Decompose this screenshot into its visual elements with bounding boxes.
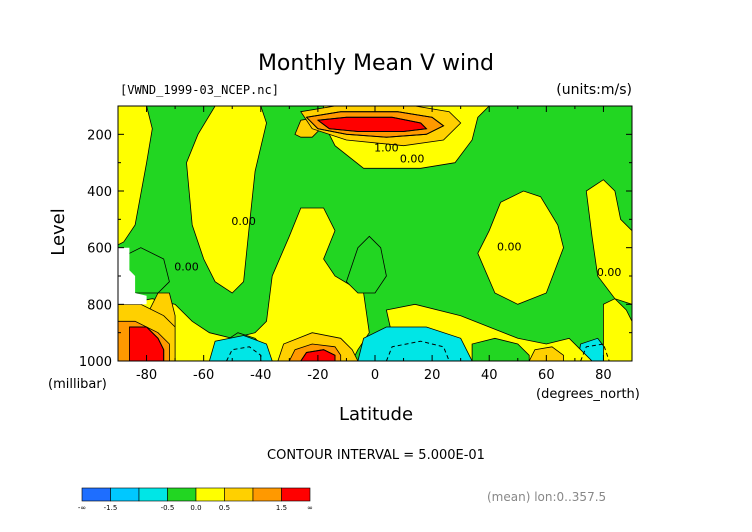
x-tick-label: -60 xyxy=(193,368,214,383)
colorbar-tick-label: 0.0 xyxy=(190,504,201,512)
contour-label: 0.00 xyxy=(497,241,522,254)
contour-region xyxy=(477,190,564,305)
y-tick-label: 1000 xyxy=(79,355,112,370)
y-tick-label: 600 xyxy=(87,242,112,257)
x-tick-label: -20 xyxy=(307,368,328,383)
colorbar-swatch xyxy=(110,487,140,502)
x-tick-label: 20 xyxy=(424,368,441,383)
colorbar-tick-label: -1.5 xyxy=(104,504,118,512)
contour-line-dashed xyxy=(580,343,610,361)
colorbar-tick-label: -∞ xyxy=(78,504,86,512)
y-tick-label: 200 xyxy=(87,128,112,143)
y-tick-label: 400 xyxy=(87,185,112,200)
contour-line xyxy=(317,116,428,132)
contour-label: 0.00 xyxy=(174,260,199,273)
x-axis-label: Latitude xyxy=(339,404,413,425)
contour-label: 0.00 xyxy=(597,266,622,279)
colorbar-swatch xyxy=(252,487,282,502)
y-axis-label: Level xyxy=(48,208,69,256)
missing-data-region xyxy=(118,247,147,305)
contour-region xyxy=(345,235,387,294)
x-tick-label: -40 xyxy=(250,368,271,383)
contour-plot-area: 1.000.000.000.000.000.00-80 -60 -40 -20 0 20 4… xyxy=(79,105,633,383)
colorbar-swatch xyxy=(281,487,311,502)
contour-label: 0.00 xyxy=(231,215,256,228)
chart-title: Monthly Mean V wind xyxy=(258,51,494,76)
colorbar-swatch xyxy=(195,487,225,502)
colorbar-tick-label: -0.5 xyxy=(161,504,175,512)
x-tick-label: 80 xyxy=(595,368,612,383)
x-tick-label: 40 xyxy=(481,368,498,383)
colorbar: -∞ -1.5 -0.5 0.0 0.5 1.5 ∞ xyxy=(78,487,313,512)
x-axis-units: (degrees_north) xyxy=(536,387,640,402)
contour-line xyxy=(300,349,336,361)
colorbar-tick-label: 1.5 xyxy=(276,504,287,512)
colorbar-swatch xyxy=(167,487,197,502)
contour-line-dashed xyxy=(385,340,450,361)
contour-region xyxy=(585,179,632,305)
contour-label: 0.00 xyxy=(400,153,425,166)
colorbar-swatch xyxy=(138,487,168,502)
contour-interval-text: CONTOUR INTERVAL = 5.000E-01 xyxy=(267,448,485,463)
units-label: (units:m/s) xyxy=(556,82,632,98)
contour-fill-group: 1.000.000.000.000.000.00 xyxy=(118,106,632,361)
colorbar-tick-label: ∞ xyxy=(307,504,313,512)
contour-region xyxy=(118,106,153,246)
colorbar-swatch xyxy=(81,487,111,502)
colorbar-tick-label: 0.5 xyxy=(219,504,230,512)
file-label: [VWND_1999-03_NCEP.nc] xyxy=(120,83,279,97)
contour-region xyxy=(528,346,564,361)
x-tick-label: 60 xyxy=(538,368,555,383)
contour-line-dashed xyxy=(226,346,262,361)
contour-region xyxy=(357,326,473,361)
contour-region xyxy=(603,298,632,361)
y-tick-label: 800 xyxy=(87,298,112,313)
colorbar-swatch xyxy=(224,487,254,502)
footer-note: (mean) lon:0..357.5 xyxy=(487,490,606,504)
contour-line xyxy=(129,326,165,361)
contour-line xyxy=(306,111,445,138)
contour-region xyxy=(123,207,370,361)
x-tick-label: -80 xyxy=(136,368,157,383)
contour-region xyxy=(471,337,530,361)
contour-region xyxy=(186,106,267,294)
contour-label: 1.00 xyxy=(374,141,399,154)
y-axis-units: (millibar) xyxy=(48,377,107,392)
x-tick-label: 0 xyxy=(371,368,379,383)
